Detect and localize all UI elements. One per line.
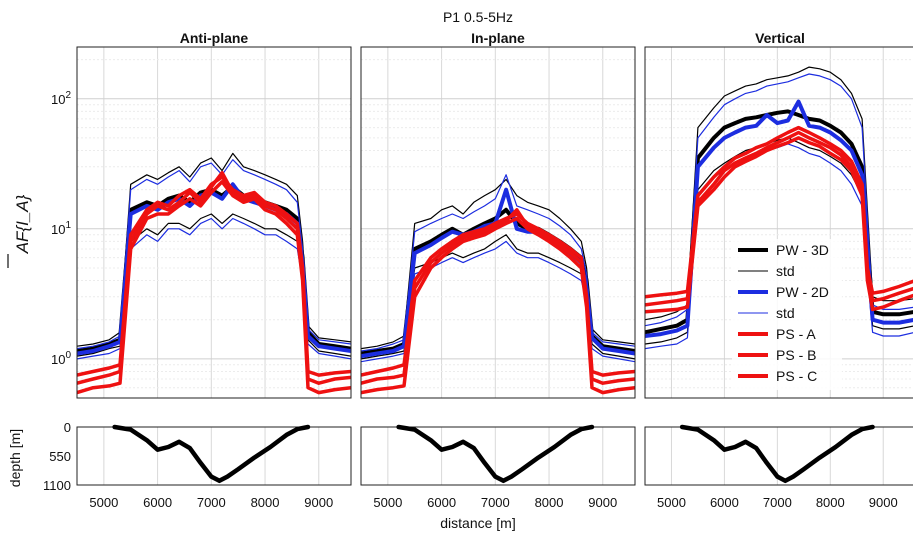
x-tick-label: 7000	[197, 495, 226, 510]
legend-label: std	[776, 305, 795, 321]
series-group	[77, 152, 351, 395]
x-tick-label: 7000	[763, 495, 792, 510]
x-tick-label: 5000	[373, 495, 402, 510]
x-tick-label: 6000	[143, 495, 172, 510]
legend-label: PS - B	[776, 347, 816, 363]
svg-text:AF{I_A}: AF{I_A}	[13, 194, 32, 254]
depth-frame	[76, 426, 352, 486]
series-line-8	[645, 136, 913, 314]
depth-line	[396, 424, 595, 484]
depth-tick-label: 0	[64, 420, 71, 435]
panel-title: In-plane	[471, 30, 525, 46]
plot-frame	[76, 46, 352, 399]
legend-label: PS - C	[776, 368, 817, 384]
series-line-1	[361, 178, 635, 350]
ylabel-top: AF{I_A}	[13, 194, 32, 254]
svg-text:depth [m]: depth [m]	[7, 429, 23, 487]
series-line-7	[77, 170, 351, 385]
x-tick-label: 8000	[816, 495, 845, 510]
depth-frame	[644, 426, 913, 486]
y-tick-label: 101	[51, 220, 71, 237]
panel-0: Anti-plane 100 101 102 0 550 1100 5000 6000 7000 8…	[43, 30, 352, 510]
series-line-4	[645, 73, 913, 327]
x-tick-label: 6000	[710, 495, 739, 510]
depth-tick-label: 1100	[43, 478, 71, 493]
legend-label: PW - 3D	[776, 242, 829, 258]
x-tick-label: 8000	[535, 495, 564, 510]
series-line-4	[361, 174, 635, 352]
x-tick-label: 9000	[304, 495, 333, 510]
panel-2: Vertical 5000 6000 7000 8000 9000	[644, 30, 913, 510]
legend-label: std	[776, 263, 795, 279]
depth-frame	[360, 426, 636, 486]
legend-box	[732, 239, 842, 390]
x-tick-label: 7000	[481, 495, 510, 510]
panels: Anti-plane 100 101 102 0 550 1100 5000 6000 7000 8…	[43, 30, 913, 510]
plot-frame	[360, 46, 636, 399]
series-line-0	[77, 184, 351, 353]
depth-tick-label: 550	[49, 449, 71, 464]
series-group	[645, 66, 913, 350]
series-group	[361, 174, 635, 395]
panel-title: Anti-plane	[180, 30, 249, 46]
series-line-0	[361, 207, 635, 356]
x-tick-label: 6000	[427, 495, 456, 510]
legend-label: PW - 2D	[776, 284, 829, 300]
x-tick-label: 8000	[251, 495, 280, 510]
plot-frame	[644, 46, 913, 399]
legend-label: PS - A	[776, 326, 816, 342]
x-tick-label: 5000	[89, 495, 118, 510]
series-line-8	[77, 180, 351, 395]
panel-1: In-plane 5000 6000 7000 8000 9000	[360, 30, 636, 510]
panel-title: Vertical	[755, 30, 805, 46]
legend: PW - 3D std PW - 2D std PS - A PS - B PS - C	[732, 239, 842, 390]
y-tick-label: 100	[51, 350, 71, 367]
figure-title: P1 0.5-5Hz	[443, 9, 513, 25]
depth-line	[679, 424, 875, 484]
series-line-1	[77, 152, 351, 347]
series-line-8	[361, 216, 635, 395]
x-tick-label: 9000	[869, 495, 898, 510]
x-axis-label: distance [m]	[440, 515, 515, 531]
x-tick-label: 5000	[657, 495, 686, 510]
x-tick-label: 9000	[588, 495, 617, 510]
y-tick-label: 102	[51, 90, 71, 107]
ylabel-depth: depth [m]	[7, 429, 23, 487]
depth-line	[112, 424, 311, 484]
